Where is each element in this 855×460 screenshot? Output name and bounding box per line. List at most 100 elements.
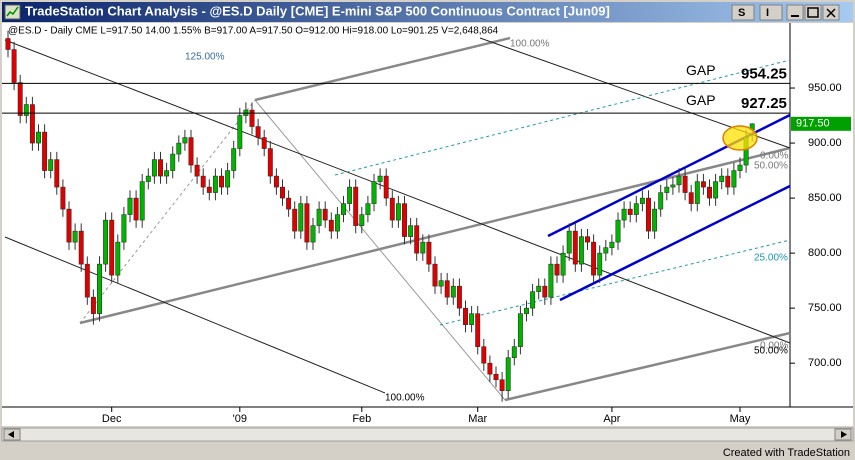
candle-body bbox=[90, 296, 96, 314]
candle-body bbox=[426, 241, 432, 265]
candle-body bbox=[145, 175, 151, 182]
x-tick-label: Feb bbox=[352, 413, 371, 425]
candle-body bbox=[707, 186, 712, 199]
candle-body bbox=[170, 153, 176, 171]
app-icon-glyph bbox=[6, 6, 19, 17]
button-s[interactable] bbox=[731, 4, 755, 21]
candle-body bbox=[536, 285, 542, 292]
candle-body bbox=[615, 219, 621, 243]
candle-body bbox=[23, 104, 29, 116]
x-tick-label: Dec bbox=[102, 413, 122, 425]
candle-body bbox=[42, 131, 48, 171]
scrollbar[interactable] bbox=[1, 427, 854, 442]
candle-body bbox=[371, 181, 377, 204]
gap-label: GAP bbox=[686, 62, 716, 78]
candle-body bbox=[633, 203, 639, 215]
candle-body bbox=[578, 236, 584, 265]
trend-line bbox=[4, 236, 386, 394]
candle-body bbox=[231, 148, 237, 171]
candle-body bbox=[127, 197, 133, 215]
button-i[interactable] bbox=[759, 4, 783, 21]
button-s-label[interactable]: S bbox=[738, 7, 745, 19]
candle-body bbox=[469, 313, 475, 325]
close-glyph bbox=[826, 8, 836, 18]
candle-body bbox=[560, 252, 566, 276]
candle-body bbox=[249, 109, 255, 127]
candle-body bbox=[359, 214, 365, 226]
candle-body bbox=[225, 170, 231, 188]
candle-body bbox=[377, 175, 383, 182]
title-bar bbox=[2, 2, 853, 22]
candle-body bbox=[395, 203, 401, 221]
candle-body bbox=[517, 313, 523, 347]
candle-body bbox=[273, 175, 279, 188]
scroll-right-glyph bbox=[841, 431, 847, 438]
footer: Created with TradeStation bbox=[723, 447, 850, 459]
candle-body bbox=[548, 263, 554, 298]
candle-body bbox=[444, 280, 450, 298]
candle-body bbox=[97, 263, 102, 314]
channel-lower bbox=[559, 184, 791, 302]
button-i-label[interactable]: I bbox=[766, 7, 769, 19]
candle-body bbox=[151, 159, 157, 177]
window-title: TradeStation Chart Analysis - @ES.D Dail… bbox=[25, 3, 610, 18]
x-tick-label: '09 bbox=[233, 413, 247, 425]
x-tick-label: Apr bbox=[603, 413, 620, 425]
candle-body bbox=[176, 142, 182, 155]
candle-body bbox=[261, 137, 267, 149]
fib-label: 0.00% bbox=[760, 151, 788, 162]
highlight-ellipse bbox=[722, 125, 758, 151]
fib-label: 25.00% bbox=[754, 253, 788, 264]
candle-body bbox=[255, 126, 261, 138]
fib-fan-line bbox=[439, 239, 791, 326]
candle-body bbox=[646, 197, 651, 232]
candle-body bbox=[597, 252, 603, 276]
candle-body bbox=[725, 175, 731, 188]
minimize-button[interactable] bbox=[786, 4, 804, 21]
candle-body bbox=[585, 236, 590, 243]
candle-body bbox=[54, 159, 60, 188]
candle-body bbox=[219, 175, 224, 188]
candle-body bbox=[389, 197, 395, 221]
y-tick-label: 750.00 bbox=[808, 302, 842, 314]
fib-fan-line bbox=[334, 59, 791, 176]
candle-body bbox=[109, 219, 115, 276]
candle-body bbox=[572, 230, 578, 265]
candle-body bbox=[304, 203, 310, 243]
candle-body bbox=[713, 181, 719, 199]
candle-body bbox=[383, 175, 389, 199]
candle-body bbox=[450, 285, 456, 298]
y-tick-label: 900.00 bbox=[808, 137, 842, 149]
candle-body bbox=[481, 346, 487, 364]
candle-body bbox=[286, 197, 292, 210]
scroll-left-glyph bbox=[8, 431, 14, 438]
candle-body bbox=[29, 104, 35, 144]
candle-body bbox=[487, 362, 493, 375]
candle-body bbox=[60, 186, 66, 210]
candle-body bbox=[322, 208, 328, 221]
candle-body bbox=[475, 313, 481, 347]
candle-body bbox=[731, 170, 737, 188]
last-price-tag bbox=[791, 116, 851, 131]
y-tick-label: 850.00 bbox=[808, 192, 842, 204]
candle-body bbox=[524, 307, 529, 314]
candle-body bbox=[341, 203, 346, 215]
candle-body bbox=[353, 186, 359, 226]
candle-body bbox=[310, 225, 316, 243]
candle-body bbox=[139, 181, 145, 221]
candle-body bbox=[200, 175, 206, 188]
candle-body bbox=[78, 230, 84, 265]
candle-body bbox=[603, 247, 609, 254]
candle-body bbox=[206, 186, 212, 193]
candle-body bbox=[456, 285, 462, 309]
candle-body bbox=[237, 115, 243, 149]
candle-body bbox=[627, 208, 633, 215]
candle-body bbox=[182, 137, 188, 144]
candle-body bbox=[133, 197, 139, 221]
candle-body bbox=[121, 214, 127, 243]
gap-value: 954.25 bbox=[741, 65, 787, 82]
candle-body bbox=[652, 208, 658, 232]
candle-body bbox=[432, 263, 438, 287]
pitchfork-handle bbox=[79, 99, 256, 324]
x-tick-label: May bbox=[730, 413, 751, 425]
